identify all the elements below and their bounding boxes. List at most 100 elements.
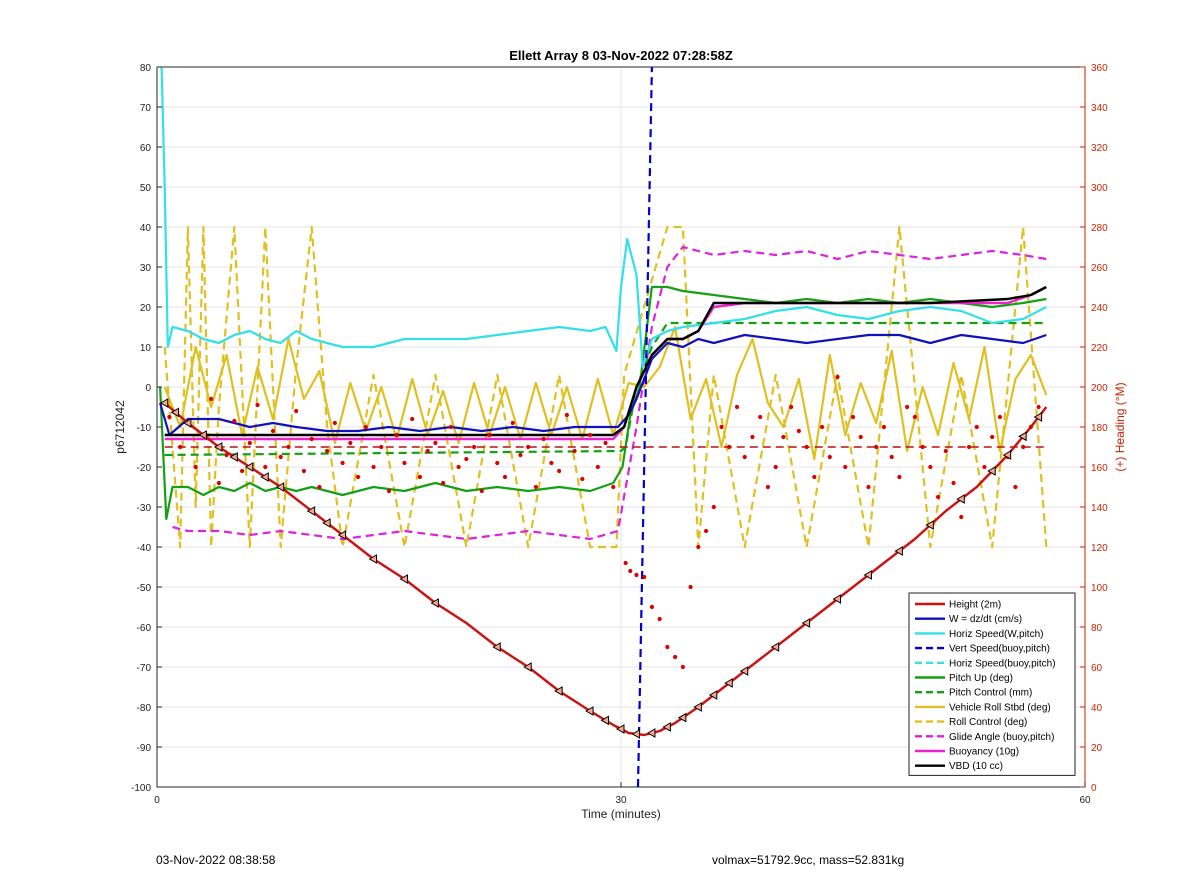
- heading-point: [935, 494, 941, 500]
- footer-timestamp: 03-Nov-2022 08:38:58: [156, 853, 276, 867]
- heading-point: [623, 560, 628, 566]
- height-sample-marker: [677, 712, 687, 723]
- series-glide-angle-buoy-pitch: [172, 245, 1047, 541]
- height-sample-marker: [322, 518, 331, 528]
- right-tick-label: 360: [1091, 63, 1108, 74]
- heading-point: [897, 474, 902, 480]
- right-tick-label: 60: [1091, 663, 1103, 674]
- heading-point: [355, 474, 361, 480]
- height-sample-marker: [646, 728, 656, 738]
- left-tick-label: 0: [145, 383, 151, 394]
- height-sample-marker: [925, 520, 934, 530]
- heading-point: [827, 454, 832, 460]
- x-tick-label: 0: [154, 795, 160, 806]
- series-pitch-up-deg: [159, 285, 1047, 521]
- heading-point: [587, 432, 593, 438]
- height-sample-marker: [260, 472, 269, 482]
- series-layer: [159, 66, 1048, 788]
- height-sample-marker: [399, 574, 408, 584]
- heading-point: [564, 412, 569, 418]
- height-sample-marker: [615, 724, 625, 734]
- heading-point: [889, 454, 894, 460]
- left-tick-label: 60: [140, 143, 152, 154]
- footer-vehicle-stats: volmax=51792.9cc, mass=52.831kg: [712, 853, 905, 867]
- heading-point: [394, 432, 399, 438]
- chart-title: Ellett Array 8 03-Nov-2022 07:28:58Z: [509, 48, 733, 63]
- heading-point: [371, 464, 376, 470]
- heading-point: [270, 428, 276, 434]
- heading-point: [325, 448, 330, 454]
- heading-point: [781, 434, 786, 440]
- legend-entry-label: Pitch Control (mm): [949, 688, 1032, 699]
- left-tick-label: -20: [137, 463, 152, 474]
- left-tick-label: 20: [140, 303, 152, 314]
- height-sample-marker: [631, 729, 640, 739]
- heading-point: [433, 440, 438, 446]
- legend-entry-label: W = dz/dt (cm/s): [949, 614, 1022, 625]
- heading-point: [866, 484, 871, 490]
- heading-point: [850, 414, 856, 420]
- left-tick-label: -10: [137, 423, 152, 434]
- heading-point: [835, 374, 840, 380]
- x-axis-label: Time (minutes): [581, 807, 661, 821]
- heading-point: [696, 544, 701, 550]
- right-tick-label: 0: [1091, 783, 1097, 794]
- left-tick-label: -30: [137, 503, 152, 514]
- height-sample-marker: [198, 430, 207, 440]
- right-tick-label: 180: [1091, 423, 1108, 434]
- legend-entry-label: VBD (10 cc): [949, 761, 1003, 772]
- heading-point: [595, 464, 600, 470]
- height-sample-marker: [894, 546, 903, 556]
- right-tick-label: 300: [1091, 183, 1108, 194]
- legend-entry-label: Horiz Speed(W,pitch): [949, 629, 1043, 640]
- right-tick-label: 120: [1091, 543, 1108, 554]
- left-tick-label: 30: [140, 263, 152, 274]
- heading-point: [348, 440, 353, 446]
- right-tick-label: 40: [1091, 703, 1103, 714]
- heading-point: [758, 414, 763, 420]
- heading-point: [332, 420, 337, 426]
- right-tick-label: 200: [1091, 383, 1108, 394]
- heading-point: [216, 480, 221, 486]
- heading-point: [456, 464, 461, 470]
- right-axis-label: (+) Heading (°M): [1113, 382, 1127, 471]
- heading-point: [294, 408, 299, 414]
- heading-points: [167, 374, 1041, 670]
- heading-point: [510, 420, 515, 426]
- right-tick-label: 20: [1091, 743, 1103, 754]
- height-sample-marker: [554, 686, 563, 696]
- left-tick-label: -100: [131, 783, 151, 794]
- heading-point: [464, 456, 469, 462]
- heading-point: [178, 444, 183, 450]
- left-tick-label: 50: [140, 183, 152, 194]
- heading-point: [379, 444, 384, 450]
- right-tick-label: 100: [1091, 583, 1108, 594]
- legend-box: [908, 592, 1076, 776]
- height-sample-marker: [956, 494, 965, 504]
- heading-point: [843, 464, 848, 470]
- heading-point: [580, 476, 585, 482]
- left-tick-label: -40: [137, 543, 152, 554]
- height-sample-marker: [662, 722, 671, 732]
- right-tick-label: 80: [1091, 623, 1103, 634]
- heading-point: [363, 424, 368, 430]
- heading-point: [881, 424, 887, 430]
- height-sample-marker: [987, 466, 996, 476]
- heading-point: [1028, 424, 1033, 430]
- legend-entry-label: Glide Angle (buoy,pitch): [949, 732, 1054, 743]
- left-tick-label: -90: [137, 743, 152, 754]
- height-sample-marker: [170, 407, 180, 418]
- legend-entry-label: Vehicle Roll Stbd (deg): [949, 702, 1051, 713]
- height-sample-marker: [770, 642, 780, 652]
- heading-point: [286, 444, 291, 450]
- height-sample-marker: [182, 418, 192, 428]
- heading-point: [386, 488, 392, 494]
- heading-point: [966, 444, 972, 450]
- legend-entry-label: Pitch Up (deg): [949, 673, 1013, 684]
- height-sample-marker: [213, 442, 223, 452]
- x-tick-label: 30: [615, 795, 627, 806]
- series-vbd-10-cc: [164, 285, 1047, 437]
- heading-point: [502, 474, 508, 480]
- heading-point: [425, 448, 430, 454]
